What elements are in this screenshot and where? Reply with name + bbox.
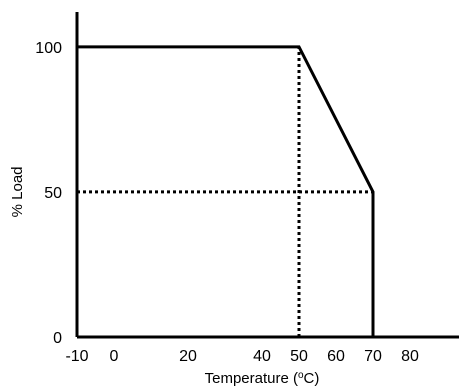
x-tick-label: 20 xyxy=(179,348,197,365)
x-tick-label: 0 xyxy=(110,348,119,365)
x-tick-label: 50 xyxy=(290,348,308,365)
x-axis-title-suffix: C) xyxy=(304,370,320,387)
y-tick-labels: 0 50 100 xyxy=(35,40,62,347)
x-tick-label: 40 xyxy=(253,348,271,365)
x-tick-label: 80 xyxy=(401,348,419,365)
y-axis-title: % Load xyxy=(9,166,26,217)
axes xyxy=(75,12,459,339)
x-tick-label: 60 xyxy=(327,348,345,365)
derating-curve xyxy=(77,45,375,337)
x-tick-labels: -10 0 20 40 50 60 70 80 xyxy=(65,348,419,365)
y-tick-label: 0 xyxy=(53,330,62,347)
y-tick-label: 50 xyxy=(44,185,62,202)
series-lines xyxy=(77,45,375,337)
guide-lines xyxy=(77,46,373,337)
x-axis-title-superscript: o xyxy=(298,370,304,381)
x-tick-label: -10 xyxy=(65,348,88,365)
y-tick-label: 100 xyxy=(35,40,62,57)
x-axis-title: Temperature (oC) xyxy=(205,370,320,387)
x-tick-label: 70 xyxy=(364,348,382,365)
x-axis-title-prefix: Temperature ( xyxy=(205,370,298,387)
